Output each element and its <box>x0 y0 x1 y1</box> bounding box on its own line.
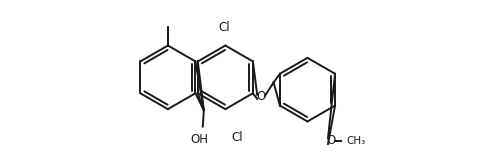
Text: CH₃: CH₃ <box>346 136 366 146</box>
Text: O: O <box>326 134 336 147</box>
Text: O: O <box>256 90 266 103</box>
Text: OH: OH <box>190 133 208 146</box>
Text: Cl: Cl <box>232 131 243 144</box>
Text: Cl: Cl <box>218 21 230 34</box>
